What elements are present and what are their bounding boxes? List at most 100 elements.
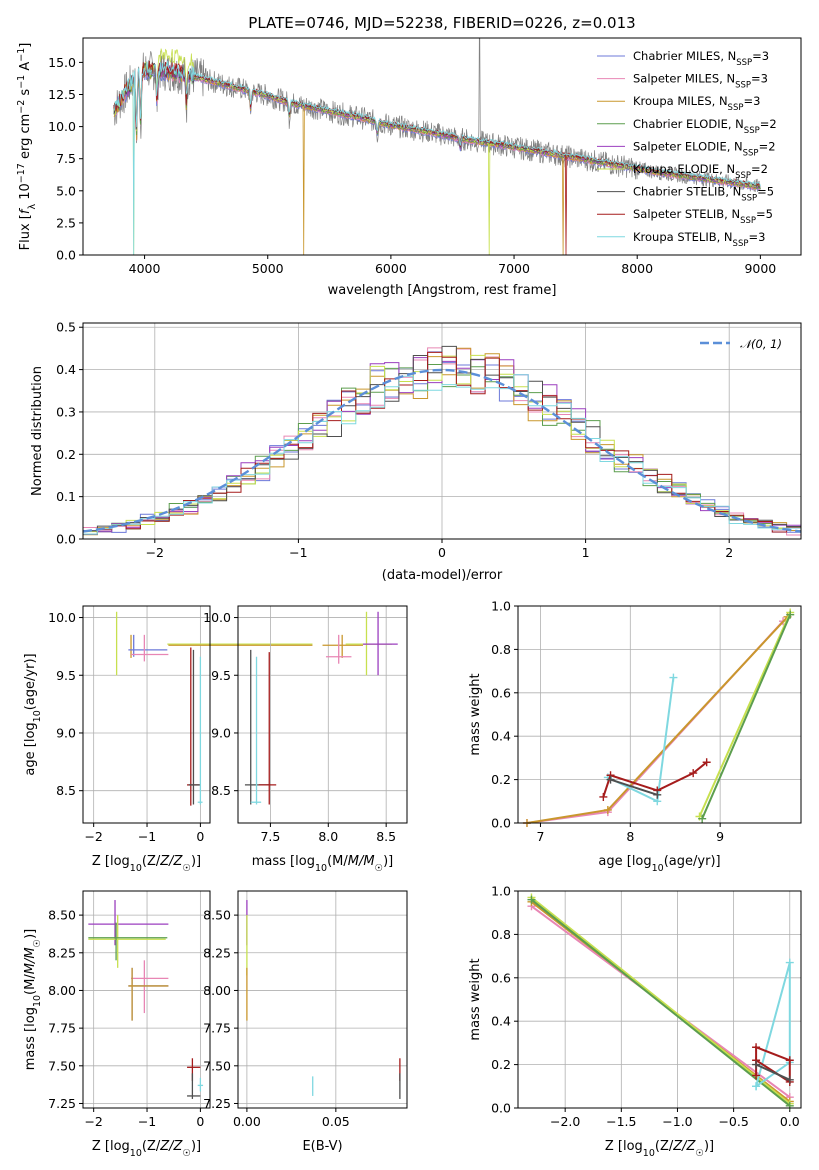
- y-tick-label: 0.2: [56, 447, 76, 462]
- errorbar-point-salpeter_elodie: [88, 900, 169, 946]
- x-tick-label: −2: [146, 545, 164, 560]
- age_vs_mass-axes: 7.5 8.0 8.5 8.5 9.0 9.5 10.0: [203, 606, 407, 844]
- y-tick-label: 0.8: [491, 927, 511, 942]
- x-tick-label: 0.00: [233, 1114, 261, 1129]
- residuals-frame: [82, 322, 802, 540]
- errorbar-point-salpeter_miles: [131, 634, 169, 662]
- y-tick-label: 8.00: [48, 983, 76, 998]
- y-tick-label: 7.50: [203, 1058, 231, 1073]
- histogram-salpeter_stelib: [83, 351, 801, 535]
- histogram-chabrier_stelib: [83, 345, 801, 532]
- series-marker: [599, 792, 608, 801]
- legend-entry: Salpeter MILES, NSSP=3: [633, 72, 768, 91]
- spectrum-frame: [82, 37, 802, 256]
- mass_vs_Z-points: [88, 900, 204, 1099]
- x-axis-label: wavelength [Angstrom, rest frame]: [328, 283, 557, 298]
- x-tick-label: 1: [582, 545, 590, 560]
- x-tick-label: 9000: [744, 261, 776, 276]
- y-axis-label: mass weight: [468, 958, 483, 1040]
- age_vs_Z-axes: −2 −1 0 8.5 9.0 9.5 10.0: [48, 606, 210, 844]
- spectrum-curves: [113, 38, 761, 255]
- x-tick-label: 8.0: [318, 829, 338, 844]
- y-tick-label: 0.0: [56, 532, 76, 547]
- y-tick-label: 8.00: [203, 983, 231, 998]
- x-tick-label: 0.0: [780, 1114, 800, 1129]
- series-marker: [689, 769, 698, 778]
- series-kroupa_stelib: [755, 962, 791, 1088]
- y-axis-label: mass [log10(M/M/M☉)]: [23, 929, 43, 1071]
- series-marker: [786, 610, 795, 619]
- mass_weight_vs_Z-frame: [517, 890, 802, 1109]
- x-tick-label: 6000: [375, 261, 407, 276]
- legend-entry: Salpeter STELIB, NSSP=5: [633, 207, 773, 226]
- series-marker: [527, 895, 536, 904]
- series-chabrier_elodie: [530, 898, 791, 1107]
- x-tick-label: −1: [289, 545, 307, 560]
- y-tick-label: 0.2: [491, 772, 511, 787]
- errorbar-point-salpeter_stelib: [258, 652, 277, 805]
- y-tick-label: 8.50: [203, 908, 231, 923]
- series-marker: [752, 1060, 761, 1069]
- figure-title: PLATE=0746, MJD=52238, FIBERID=0226, z=0…: [248, 14, 635, 32]
- series-marker: [752, 1043, 761, 1052]
- y-tick-label: 0.5: [56, 320, 76, 335]
- y-tick-label: 12.5: [48, 87, 76, 102]
- y-tick-label: 10.0: [48, 119, 76, 134]
- y-tick-label: 8.50: [48, 908, 76, 923]
- errorbar-point-kroupa_stelib: [197, 656, 203, 805]
- mass_vs_ebv-points: [246, 900, 401, 1099]
- errorbar-point-chabrier_stelib: [187, 1073, 201, 1099]
- x-axis-label: age [log10(age/yr)]: [598, 854, 720, 874]
- model-spectrum-salpeter_stelib: [113, 60, 761, 255]
- mass_vs_ebv-axes: 0.00 0.05 7.25 7.50 7.75 8.00 8.25 8.50: [203, 891, 407, 1129]
- x-tick-label: 4000: [129, 261, 161, 276]
- x-tick-label: 7.5: [260, 829, 280, 844]
- y-axis-label: mass weight: [468, 673, 483, 755]
- y-tick-label: 2.5: [56, 215, 76, 230]
- y-tick-label: 0.4: [56, 362, 76, 377]
- series-marker: [752, 1082, 761, 1091]
- y-tick-label: 0.6: [491, 685, 511, 700]
- y-tick-label: 9.0: [211, 725, 231, 740]
- histogram-kroupa_stelib: [83, 374, 801, 535]
- series-chabrier_stelib: [610, 778, 658, 796]
- legend-entry: Chabrier MILES, NSSP=3: [633, 49, 769, 68]
- errorbar-point-salpeter_miles: [131, 960, 169, 1014]
- y-tick-label: 8.5: [211, 783, 231, 798]
- x-tick-label: 0: [438, 545, 446, 560]
- y-axis-label: Normed distribution: [30, 366, 45, 496]
- y-tick-label: 5.0: [56, 183, 76, 198]
- series-marker: [785, 958, 794, 967]
- mass_vs_ebv-frame: [237, 890, 408, 1109]
- x-axis-label: Z [log10(Z/Z/Z☉)]: [605, 1139, 714, 1159]
- x-tick-label: 0.05: [322, 1114, 350, 1129]
- x-tick-label: 0: [196, 829, 204, 844]
- y-tick-label: 0.1: [56, 489, 76, 504]
- y-tick-label: 8.25: [48, 945, 76, 960]
- model-spectrum-kroupa_stelib: [113, 61, 761, 255]
- y-axis-label: Flux [fλ 10−17 erg cm−2 s−1 A−1]: [16, 43, 38, 251]
- y-tick-label: 7.5: [56, 151, 76, 166]
- x-tick-label: 7: [536, 829, 544, 844]
- y-tick-label: 9.5: [56, 668, 76, 683]
- errorbar-point-kroupa_miles: [322, 634, 364, 658]
- y-tick-label: 7.50: [48, 1058, 76, 1073]
- errorbar-point-kroupa_elodie: [115, 611, 313, 676]
- x-tick-label: 2: [725, 545, 733, 560]
- y-tick-label: 0.3: [56, 404, 76, 419]
- series-kroupa_elodie: [698, 612, 792, 817]
- x-axis-label: Z [log10(Z/Z/Z☉)]: [92, 1139, 201, 1159]
- x-tick-label: 8.5: [376, 829, 396, 844]
- legend-entry: Kroupa MILES, NSSP=3: [633, 94, 760, 113]
- residual-histograms: [83, 345, 801, 536]
- mass_vs_Z-frame: [82, 890, 211, 1109]
- series-chabrier_elodie: [701, 614, 792, 820]
- legend-entry: Salpeter ELODIE, NSSP=2: [633, 139, 776, 158]
- x-tick-label: 9: [716, 829, 724, 844]
- x-tick-label: −1: [138, 1114, 156, 1129]
- y-tick-label: 9.0: [56, 725, 76, 740]
- y-tick-label: 0.8: [491, 642, 511, 657]
- mass_weight_vs_Z-axes: −2.0 −1.5 −1.0 −0.5 0.0 0.0 0.2 0.4 0.6 0.8 1.0: [491, 884, 801, 1129]
- errorbar-point-salpeter_stelib: [187, 1058, 201, 1081]
- errorbar-point-salpeter_elodie: [363, 611, 398, 676]
